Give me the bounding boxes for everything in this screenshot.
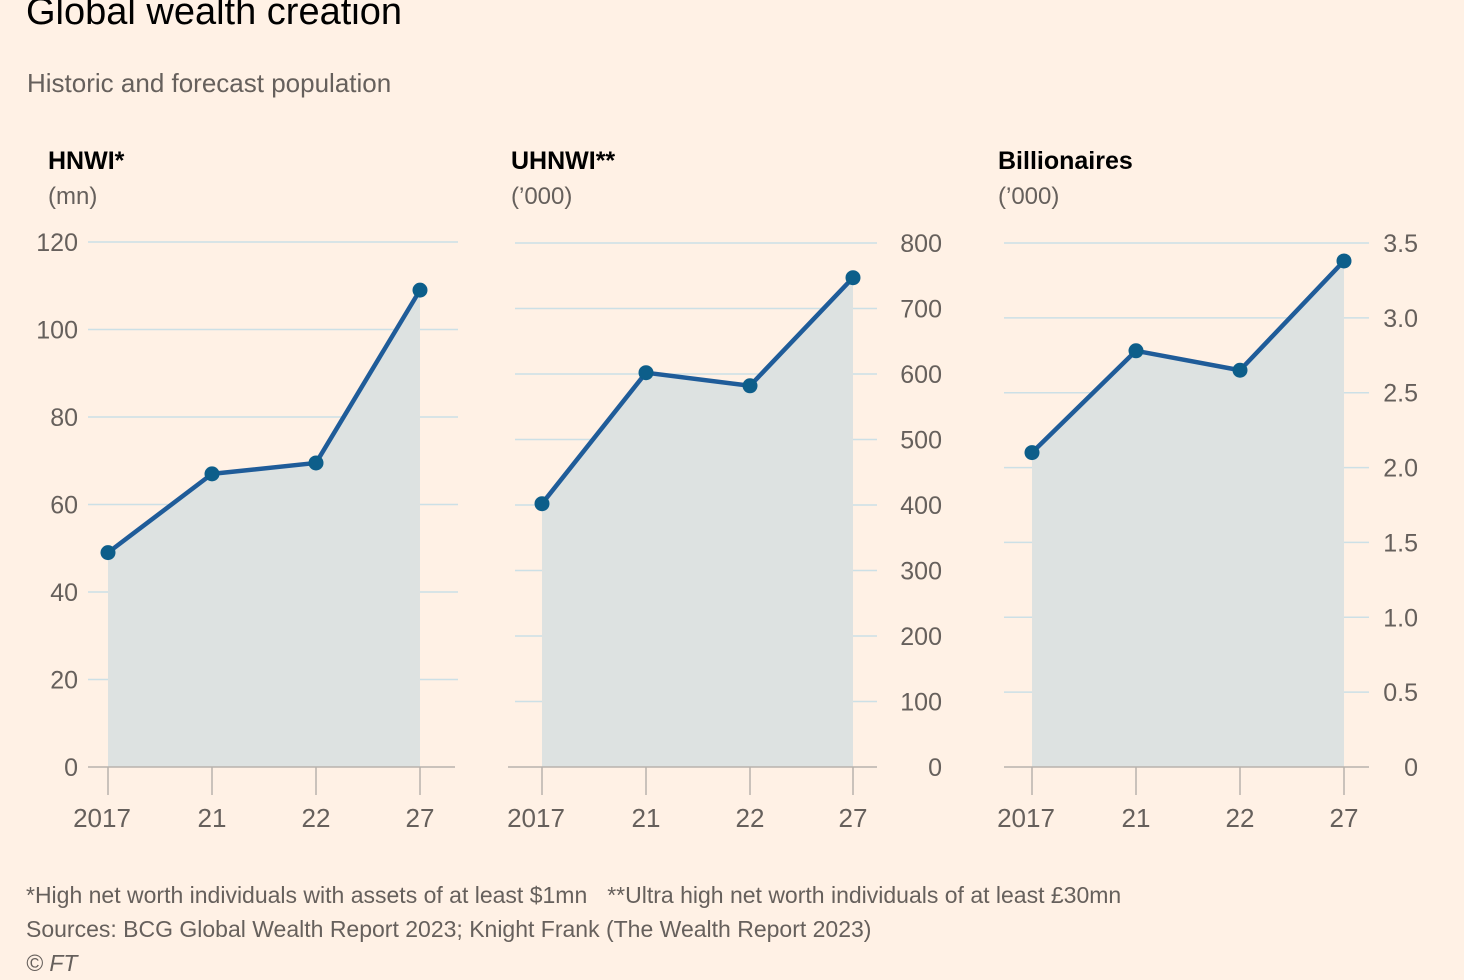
y-tick-label: 100 bbox=[36, 317, 78, 345]
x-tick-label: 27 bbox=[406, 803, 435, 833]
data-point bbox=[100, 545, 116, 561]
y-tick-label: 2.0 bbox=[1383, 455, 1418, 483]
data-point bbox=[534, 496, 550, 512]
panel-unit: (’000) bbox=[998, 183, 1059, 210]
footnote-hnwi: *High net worth individuals with assets … bbox=[26, 882, 588, 908]
y-tick-label: 40 bbox=[50, 579, 78, 607]
y-tick-label: 60 bbox=[50, 492, 78, 520]
x-tick-label: 22 bbox=[302, 803, 331, 833]
y-tick-label: 200 bbox=[900, 623, 942, 651]
data-point bbox=[204, 466, 220, 482]
x-tick-label: 2017 bbox=[73, 803, 131, 833]
data-point bbox=[1128, 343, 1144, 359]
sources: Sources: BCG Global Wealth Report 2023; … bbox=[26, 916, 872, 942]
panel-title: HNWI* bbox=[48, 147, 125, 175]
chart-subtitle: Historic and forecast population bbox=[27, 68, 392, 98]
footnotes: *High net worth individuals with assets … bbox=[26, 878, 1121, 912]
data-point bbox=[845, 270, 861, 286]
footer: *High net worth individuals with assets … bbox=[26, 878, 1121, 980]
y-tick-label: 80 bbox=[50, 404, 78, 432]
copyright: © FT bbox=[26, 950, 78, 976]
y-tick-label: 1.0 bbox=[1383, 604, 1418, 632]
y-tick-label: 400 bbox=[900, 492, 942, 520]
x-tick-label: 27 bbox=[1330, 803, 1359, 833]
data-point bbox=[742, 378, 758, 394]
y-tick-label: 800 bbox=[900, 230, 942, 258]
data-point bbox=[1336, 253, 1352, 269]
x-tick-label: 21 bbox=[632, 803, 661, 833]
series-area bbox=[108, 290, 420, 767]
y-tick-label: 700 bbox=[900, 296, 942, 324]
y-tick-label: 1.5 bbox=[1383, 529, 1418, 557]
charts-svg: HNWI* (mn) 0 20 40 60 80 100 120 2017 21 22 27 UHNWI*… bbox=[36, 147, 1418, 833]
panel-unit: (’000) bbox=[511, 183, 572, 210]
y-tick-label: 100 bbox=[900, 689, 942, 717]
y-tick-label: 20 bbox=[50, 667, 78, 695]
y-tick-label: 0 bbox=[1404, 754, 1418, 782]
y-tick-label: 2.5 bbox=[1383, 380, 1418, 408]
y-tick-label: 0 bbox=[64, 754, 78, 782]
series-area bbox=[542, 277, 853, 767]
x-tick-label: 21 bbox=[1122, 803, 1151, 833]
y-tick-label: 120 bbox=[36, 229, 78, 257]
x-tick-label: 22 bbox=[1226, 803, 1255, 833]
data-point bbox=[1024, 445, 1040, 461]
panel-title: UHNWI** bbox=[511, 147, 615, 175]
y-tick-label: 300 bbox=[900, 558, 942, 586]
data-point bbox=[638, 365, 654, 381]
x-tick-label: 22 bbox=[736, 803, 765, 833]
chart-title: Global wealth creation bbox=[26, 0, 402, 33]
y-tick-label: 0 bbox=[928, 754, 942, 782]
y-tick-label: 3.0 bbox=[1383, 305, 1418, 333]
panel-unit: (mn) bbox=[48, 183, 97, 210]
series-line bbox=[1029, 258, 1347, 455]
series-area bbox=[1032, 260, 1344, 767]
series-line bbox=[539, 275, 856, 506]
y-tick-label: 3.5 bbox=[1383, 230, 1418, 258]
panel-title: Billionaires bbox=[998, 147, 1133, 175]
x-tick-label: 27 bbox=[839, 803, 868, 833]
series-line bbox=[105, 287, 423, 555]
y-tick-label: 600 bbox=[900, 361, 942, 389]
data-point bbox=[1232, 362, 1248, 378]
x-tick-label: 21 bbox=[198, 803, 227, 833]
footnote-uhnwi: **Ultra high net worth individuals of at… bbox=[607, 882, 1122, 908]
data-point bbox=[308, 455, 324, 471]
x-tick-label: 2017 bbox=[507, 803, 565, 833]
data-point bbox=[412, 282, 428, 298]
y-tick-label: 500 bbox=[900, 427, 942, 455]
y-tick-label: 0.5 bbox=[1383, 679, 1418, 707]
x-tick-label: 2017 bbox=[997, 803, 1055, 833]
